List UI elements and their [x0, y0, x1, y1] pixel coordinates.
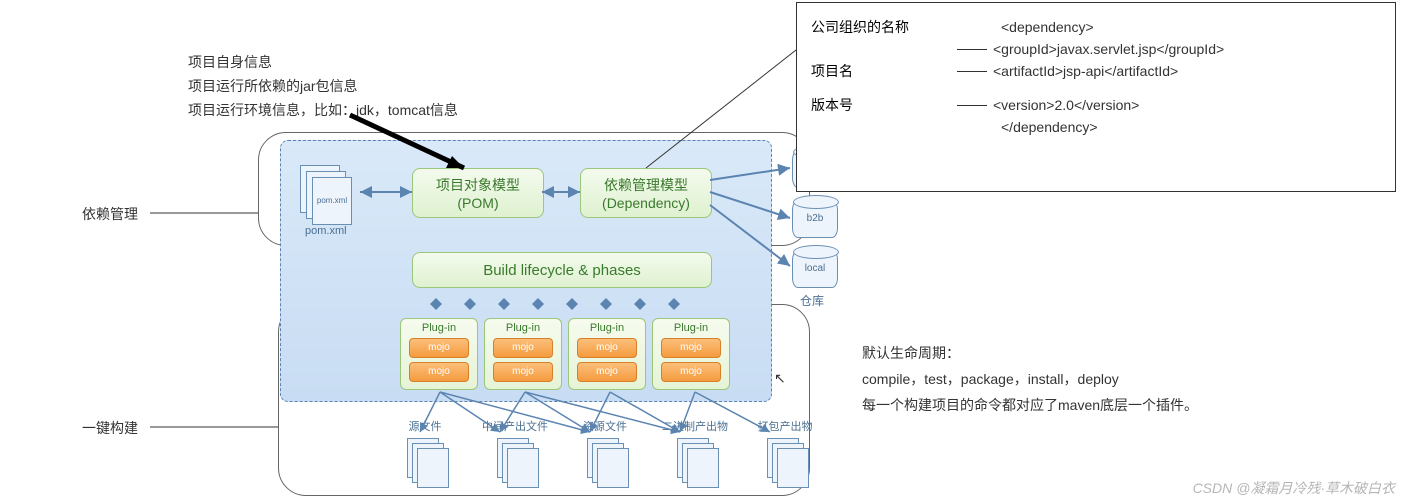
mojo: mojo: [409, 338, 469, 358]
plugin-2: Plug-in mojo mojo: [484, 318, 562, 390]
xml-dep-close: </dependency>: [1001, 119, 1098, 135]
annot-project-self: 项目自身信息: [188, 52, 272, 72]
label-dep-mgmt: 依赖管理: [82, 204, 138, 224]
xml-company-label: 公司组织的名称: [811, 17, 951, 37]
xml-dependency-box: 公司组织的名称 <dependency> <groupId>javax.serv…: [796, 2, 1396, 192]
pom-xml-label: pom.xml: [305, 225, 347, 237]
plugin-4: Plug-in mojo mojo: [652, 318, 730, 390]
output-4: 二进制产出物: [660, 418, 730, 484]
annot-project-env: 项目运行环境信息，比如：jdk，tomcat信息: [188, 100, 458, 120]
block-dep-sub: (Dependency): [581, 195, 711, 211]
output-3: 资源文件: [570, 418, 640, 484]
lifecycle-note: 每一个构建项目的命令都对应了maven底层一个插件。: [862, 392, 1198, 418]
plugin-label: Plug-in: [506, 322, 540, 334]
plugin-label: Plug-in: [422, 322, 456, 334]
block-build-lifecycle: Build lifecycle & phases: [412, 252, 712, 288]
plugin-1: Plug-in mojo mojo: [400, 318, 478, 390]
output-1: 源文件: [390, 418, 460, 484]
lifecycle-text: 默认生命周期： compile，test，package，install，dep…: [862, 340, 1198, 418]
mojo: mojo: [493, 362, 553, 382]
label-one-click: 一键构建: [82, 418, 138, 438]
mojo: mojo: [409, 362, 469, 382]
xml-version: <version>2.0</version>: [993, 97, 1139, 113]
block-pom-sub: (POM): [413, 195, 543, 211]
repo-label: 仓库: [800, 292, 824, 309]
mojo: mojo: [577, 362, 637, 382]
xml-group: <groupId>javax.servlet.jsp</groupId>: [993, 41, 1224, 57]
block-pom-title: 项目对象模型: [413, 175, 543, 195]
annot-project-jar: 项目运行所依赖的jar包信息: [188, 76, 358, 96]
mojo: mojo: [493, 338, 553, 358]
plugin-label: Plug-in: [590, 322, 624, 334]
output-2: 中间产出文件: [480, 418, 550, 484]
db-b2b: b2b: [792, 200, 838, 238]
mojo: mojo: [661, 338, 721, 358]
block-dependency: 依赖管理模型 (Dependency): [580, 168, 712, 218]
output-row: 源文件 中间产出文件 资源文件 二进制产出物 打包产出物: [390, 418, 820, 484]
block-build-label: Build lifecycle & phases: [413, 262, 711, 279]
block-pom: 项目对象模型 (POM): [412, 168, 544, 218]
xml-project-label: 项目名: [811, 61, 951, 81]
plugin-label: Plug-in: [674, 322, 708, 334]
lifecycle-phases: compile，test，package，install，deploy: [862, 366, 1198, 392]
block-dep-title: 依赖管理模型: [581, 175, 711, 195]
mojo: mojo: [577, 338, 637, 358]
db-local: local: [792, 250, 838, 288]
output-label: 资源文件: [583, 421, 627, 433]
output-label: 中间产出文件: [482, 421, 548, 433]
xml-artifact: <artifactId>jsp-api</artifactId>: [993, 63, 1178, 79]
xml-version-label: 版本号: [811, 95, 951, 115]
output-label: 二进制产出物: [662, 421, 728, 433]
output-label: 源文件: [409, 421, 442, 433]
watermark: CSDN @凝霜月冷残·草木破白衣: [1193, 478, 1395, 498]
xml-dep-open: <dependency>: [1001, 19, 1094, 35]
output-label: 打包产出物: [758, 421, 813, 433]
mojo: mojo: [661, 362, 721, 382]
lifecycle-title: 默认生命周期：: [862, 340, 1198, 366]
plugin-3: Plug-in mojo mojo: [568, 318, 646, 390]
output-5: 打包产出物: [750, 418, 820, 484]
plugin-row: Plug-in mojo mojo Plug-in mojo mojo Plug…: [400, 318, 730, 390]
cursor-icon: ↖: [774, 370, 786, 387]
